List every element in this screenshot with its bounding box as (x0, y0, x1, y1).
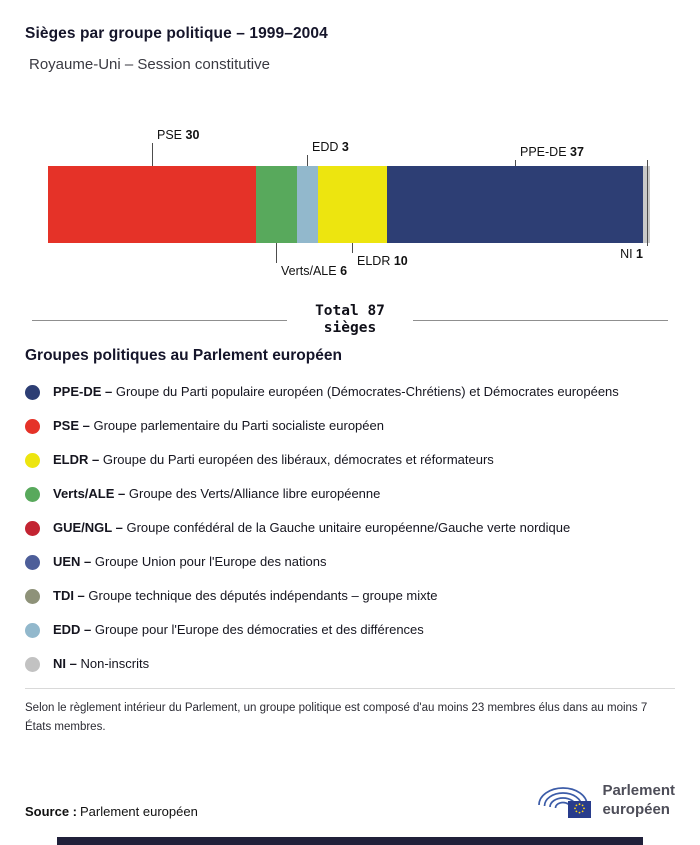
total-row: Total 87 sièges (32, 303, 668, 337)
total-label: Total 87 sièges (315, 303, 385, 337)
bar-segment-verts-ale[interactable] (255, 166, 298, 243)
stacked-bar (48, 166, 650, 243)
legend-item-verts-ale: Verts/ALE – Groupe des Verts/Alliance li… (25, 484, 675, 504)
legend-dot-uen (25, 554, 40, 570)
footnote-divider (25, 688, 675, 689)
legend-dot-pse (25, 418, 40, 434)
callout-tick-edd (307, 155, 308, 166)
legend-item-ppe-de: PPE-DE – Groupe du Parti populaire europ… (25, 382, 675, 402)
callout-label-edd: EDD 3 (312, 140, 349, 154)
legend-text-eldr: ELDR – Groupe du Parti européen des libé… (53, 452, 494, 467)
total-divider-left (32, 319, 288, 321)
bar-segment-eldr[interactable] (317, 166, 388, 243)
legend-dot-eldr (25, 452, 40, 468)
callout-tick-pse (152, 143, 153, 166)
legend-text-edd: EDD – Groupe pour l'Europe des démocrati… (53, 622, 424, 637)
legend-text-tdi: TDI – Groupe technique des députés indép… (53, 588, 438, 603)
legend: Groupes politiques au Parlement européen… (25, 347, 675, 674)
legend-text-uen: UEN – Groupe Union pour l'Europe des nat… (53, 554, 327, 569)
legend-title: Groupes politiques au Parlement européen (25, 347, 342, 364)
legend-dot-edd (25, 622, 40, 638)
total-label-line2: sièges (323, 320, 377, 336)
callout-label-eldr: ELDR 10 (357, 254, 408, 268)
ep-logo-text-line2: européen (602, 800, 670, 818)
legend-item-eldr: ELDR – Groupe du Parti européen des libé… (25, 450, 675, 470)
bar-segment-ppe-de[interactable] (387, 166, 644, 243)
legend-item-tdi: TDI – Groupe technique des députés indép… (25, 586, 675, 606)
bar-segment-edd[interactable] (297, 166, 318, 243)
legend-item-gue-ngl: GUE/NGL – Groupe confédéral de la Gauche… (25, 518, 675, 538)
ep-hemicycle-icon (535, 774, 593, 825)
ep-logo: Parlement européen (535, 774, 675, 825)
legend-item-uen: UEN – Groupe Union pour l'Europe des nat… (25, 552, 675, 572)
legend-text-pse: PSE – Groupe parlementaire du Parti soci… (53, 418, 384, 433)
footer: Source : Parlement européen (25, 774, 675, 825)
page-title: Sièges par groupe politique – 1999–2004 (25, 25, 328, 42)
legend-text-ni: NI – Non-inscrits (53, 656, 150, 671)
ep-logo-text: Parlement européen (602, 781, 675, 819)
legend-dot-ni (25, 656, 40, 672)
callout-label-ppe-de: PPE-DE 37 (520, 145, 584, 159)
legend-dot-ppe-de (25, 384, 40, 400)
legend-text-ppe-de: PPE-DE – Groupe du Parti populaire europ… (53, 384, 619, 399)
page-subtitle: Royaume-Uni – Session constitutive (29, 56, 270, 73)
callout-label-verts-ale: Verts/ALE 6 (281, 264, 348, 278)
callout-tick-ppe-de (515, 160, 516, 166)
legend-list: PPE-DE – Groupe du Parti populaire europ… (25, 382, 675, 674)
total-label-line1: Total 87 (315, 303, 385, 319)
legend-item-edd: EDD – Groupe pour l'Europe des démocrati… (25, 620, 675, 640)
callout-tick-ni (647, 160, 648, 246)
legend-dot-gue-ngl (25, 520, 40, 536)
legend-item-pse: PSE – Groupe parlementaire du Parti soci… (25, 416, 675, 436)
legend-text-gue-ngl: GUE/NGL – Groupe confédéral de la Gauche… (53, 520, 571, 535)
callout-label-pse: PSE 30 (157, 128, 200, 142)
ep-logo-text-line1: Parlement (602, 781, 675, 799)
legend-text-verts-ale: Verts/ALE – Groupe des Verts/Alliance li… (53, 486, 381, 501)
footnote: Selon le règlement intérieur du Parlemen… (25, 702, 648, 733)
callout-tick-verts-ale (276, 243, 277, 263)
bar-segment-ni[interactable] (643, 166, 650, 243)
legend-dot-verts-ale (25, 486, 40, 502)
total-divider-right (412, 319, 668, 321)
source-label: Source : (25, 804, 78, 819)
bar-segment-pse[interactable] (48, 166, 256, 243)
source-line: Source : Parlement européen (25, 804, 198, 819)
bottom-decoration-strip (57, 837, 643, 845)
chart-area: PSE 30 Verts/ALE 6 EDD 3 ELDR 10 PPE-DE 37 NI… (0, 103, 700, 288)
legend-item-ni: NI – Non-inscrits (25, 654, 675, 674)
legend-dot-tdi (25, 588, 40, 604)
source-value: Parlement européen (80, 804, 198, 819)
callout-tick-eldr (352, 243, 353, 253)
callout-label-ni: NI 1 (620, 247, 643, 261)
